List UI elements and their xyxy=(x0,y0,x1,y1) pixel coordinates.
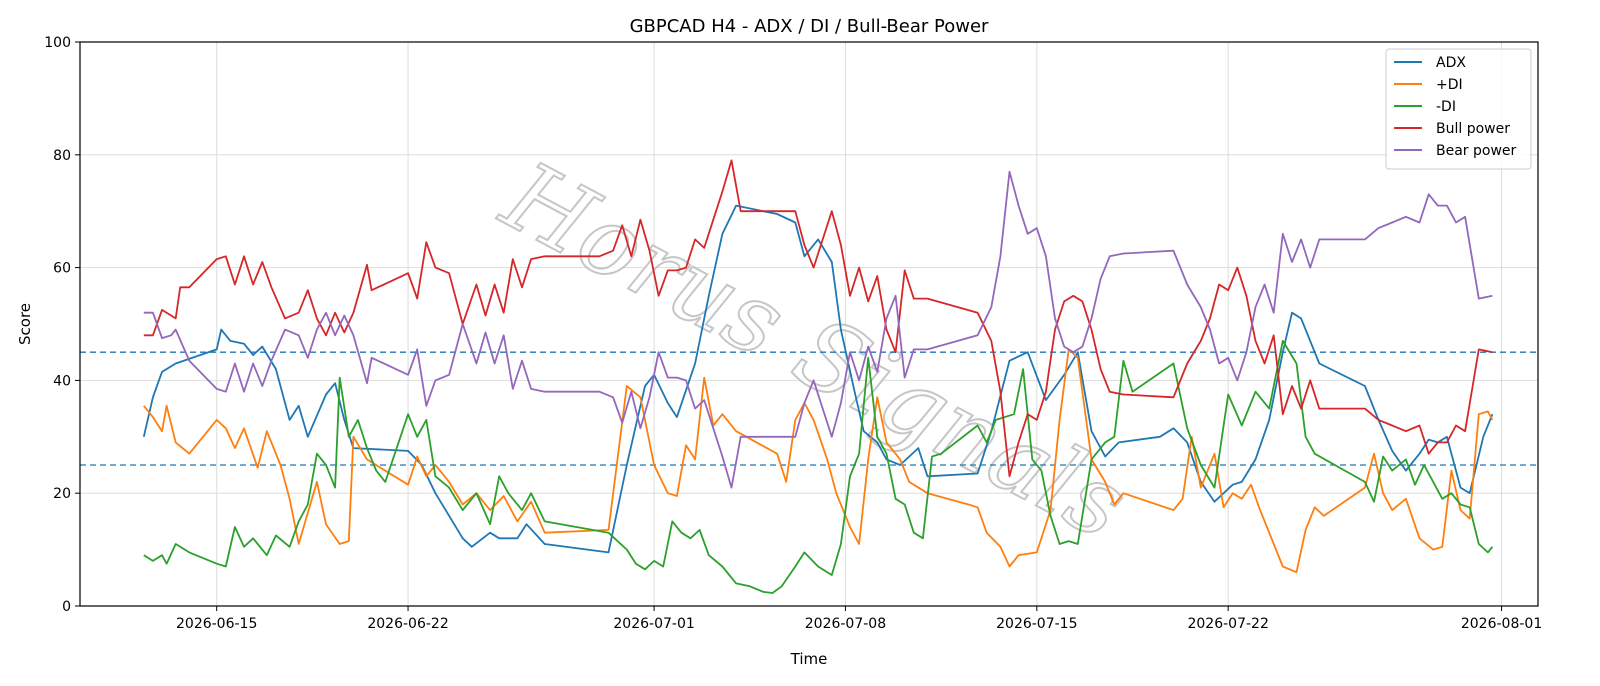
chart-title: GBPCAD H4 - ADX / DI / Bull-Bear Power xyxy=(630,16,989,37)
y-axis: 0 20 40 60 80 100 xyxy=(44,35,80,615)
x-axis: 2026-06-15 2026-06-22 2026-07-01 2026-07-08… xyxy=(176,606,1542,632)
series-line-4 xyxy=(143,170,1493,489)
legend-entry: -DI xyxy=(1436,99,1456,115)
x-tick-label: 2026-08-01 xyxy=(1461,616,1542,632)
y-tick-label: 60 xyxy=(53,261,71,277)
series-line-1 xyxy=(143,348,1494,574)
series-line-2 xyxy=(143,340,1494,594)
plot-frame xyxy=(79,41,1539,607)
x-tick-label: 2026-07-22 xyxy=(1187,616,1268,632)
series-line-0 xyxy=(142,204,1494,554)
y-tick-label: 0 xyxy=(62,599,71,615)
legend-entry: Bear power xyxy=(1436,143,1517,159)
y-axis-label: Score xyxy=(16,303,34,345)
x-tick-label: 2026-07-01 xyxy=(613,616,694,632)
reference-lines xyxy=(80,351,1538,466)
x-tick-label: 2026-06-15 xyxy=(176,616,257,632)
y-tick-label: 80 xyxy=(53,148,71,164)
y-tick-label: 20 xyxy=(53,486,71,502)
legend: ADX +DI -DI Bull power Bear power xyxy=(1385,48,1532,170)
x-axis-label: Time xyxy=(790,650,828,668)
y-tick-label: 100 xyxy=(44,35,71,51)
legend-entry: ADX xyxy=(1436,55,1466,71)
legend-entry: +DI xyxy=(1436,77,1463,93)
series-line-3 xyxy=(143,159,1493,478)
series-lines xyxy=(142,159,1494,594)
y-tick-label: 40 xyxy=(53,373,71,389)
x-tick-label: 2026-06-22 xyxy=(367,616,448,632)
legend-box xyxy=(1385,48,1532,170)
x-tick-label: 2026-07-08 xyxy=(805,616,886,632)
x-tick-label: 2026-07-15 xyxy=(996,616,1077,632)
legend-entry: Bull power xyxy=(1436,121,1510,137)
